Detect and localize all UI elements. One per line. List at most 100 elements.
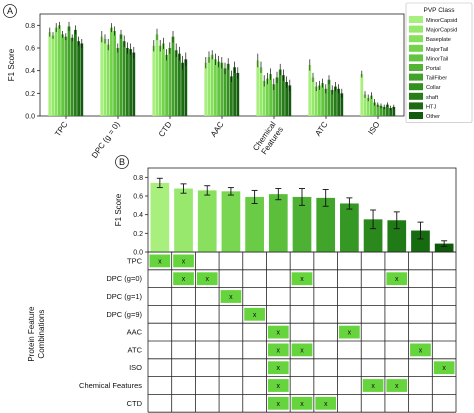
legend-title: PVP Class: [424, 7, 456, 14]
bar: [285, 82, 288, 116]
legend-swatch: [409, 64, 423, 71]
y-tick-label: 0.8: [25, 23, 35, 30]
legend-swatch: [409, 73, 423, 81]
x-tick-label: ATC: [313, 120, 329, 138]
bar: [340, 203, 359, 252]
bar: [106, 44, 110, 116]
legend-swatch: [409, 112, 423, 119]
bar: [434, 243, 454, 252]
bar: [162, 43, 165, 116]
bar: [292, 196, 312, 252]
marked-cell: [173, 272, 194, 286]
marked-cell: [244, 307, 265, 321]
y-tick-label: 0.4: [25, 68, 35, 75]
x-tick-label: ChemicalFeatures: [251, 120, 285, 158]
legend-swatch: [409, 25, 423, 33]
marked-cell: [267, 343, 289, 357]
bar: [210, 54, 214, 116]
bar: [272, 84, 276, 116]
marked-cell: [173, 254, 194, 268]
bar: [113, 31, 116, 116]
legend-swatch: [409, 83, 423, 91]
bar: [80, 43, 84, 116]
x-tick-label: TPC: [53, 120, 70, 138]
row-label: DPC (g=0): [106, 274, 142, 283]
bar: [230, 76, 233, 116]
bar: [204, 62, 208, 116]
legend-entry: shaft: [426, 95, 439, 101]
bar: [411, 230, 430, 252]
bar: [51, 35, 55, 116]
row-label: CTD: [127, 399, 143, 408]
bar: [220, 62, 224, 116]
bar: [324, 88, 328, 116]
marked-cell: [267, 325, 289, 339]
legend-swatch: [409, 92, 423, 100]
panel-label: A: [7, 6, 13, 16]
bar: [178, 53, 181, 116]
legend-entry: MinorCapsid: [426, 18, 457, 24]
cell-marker: x: [158, 258, 162, 265]
bar: [392, 106, 396, 116]
bar: [311, 77, 315, 116]
legend-entry: MajorTail: [426, 47, 448, 53]
cell-marker: x: [300, 347, 304, 354]
bar: [370, 95, 373, 116]
bar: [387, 220, 407, 252]
marked-cell: [386, 272, 408, 286]
legend-swatch: [409, 54, 423, 62]
cell-marker: x: [277, 365, 281, 372]
legend-swatch: [409, 102, 423, 110]
row-label: DPC (g=9): [106, 310, 142, 319]
bar: [70, 37, 74, 116]
bar: [197, 190, 217, 252]
legend-entry: TailFiber: [426, 76, 447, 82]
legend-entry: MajorCapsid: [426, 28, 457, 34]
legend-entry: Other: [426, 114, 440, 120]
marked-cell: [149, 254, 171, 268]
bar: [54, 27, 58, 117]
bar: [226, 63, 230, 116]
bar: [236, 72, 240, 116]
bar: [174, 50, 178, 117]
marked-cell: [291, 343, 313, 357]
legend-box: [405, 2, 473, 123]
marked-cell: [339, 325, 360, 339]
y-tick-label: 0.6: [133, 194, 143, 201]
x-tick-label: DPC (g = 0): [90, 120, 122, 160]
legend-swatch: [409, 16, 423, 23]
bar: [318, 85, 321, 116]
x-tick-label: AAC: [209, 120, 226, 139]
bar: [122, 41, 126, 117]
cell-marker: x: [395, 383, 399, 390]
bar: [158, 45, 162, 116]
bar: [334, 86, 337, 116]
row-label: TPC: [127, 256, 143, 265]
y-tick-label: 0.8: [133, 175, 143, 182]
bar: [376, 104, 380, 116]
bar: [321, 83, 324, 116]
bar: [282, 75, 285, 116]
bar: [217, 61, 220, 116]
bar: [233, 67, 236, 116]
bar: [152, 45, 156, 116]
legend: PVP Class MinorCapsid MajorCapsid Baseplate…: [405, 2, 473, 123]
bar: [207, 57, 211, 116]
cell-marker: x: [442, 365, 446, 372]
row-label: AAC: [127, 328, 143, 337]
marked-cell: [267, 396, 289, 410]
bar: [129, 49, 132, 117]
panel-a: 0.0 0.2 0.4 0.6 0.8 F1 Score TPC DPC (g = 0) CTD…: [3, 2, 473, 160]
bar: [126, 48, 129, 116]
bar: [266, 78, 269, 116]
legend-swatch: [409, 35, 423, 43]
cell-marker: x: [395, 276, 399, 283]
bar: [168, 48, 172, 116]
bar: [150, 182, 170, 252]
legend-swatch: [409, 44, 423, 52]
bar: [363, 219, 383, 252]
marked-cell: [220, 290, 242, 303]
marked-cell: [267, 361, 289, 375]
bar: [308, 65, 312, 116]
